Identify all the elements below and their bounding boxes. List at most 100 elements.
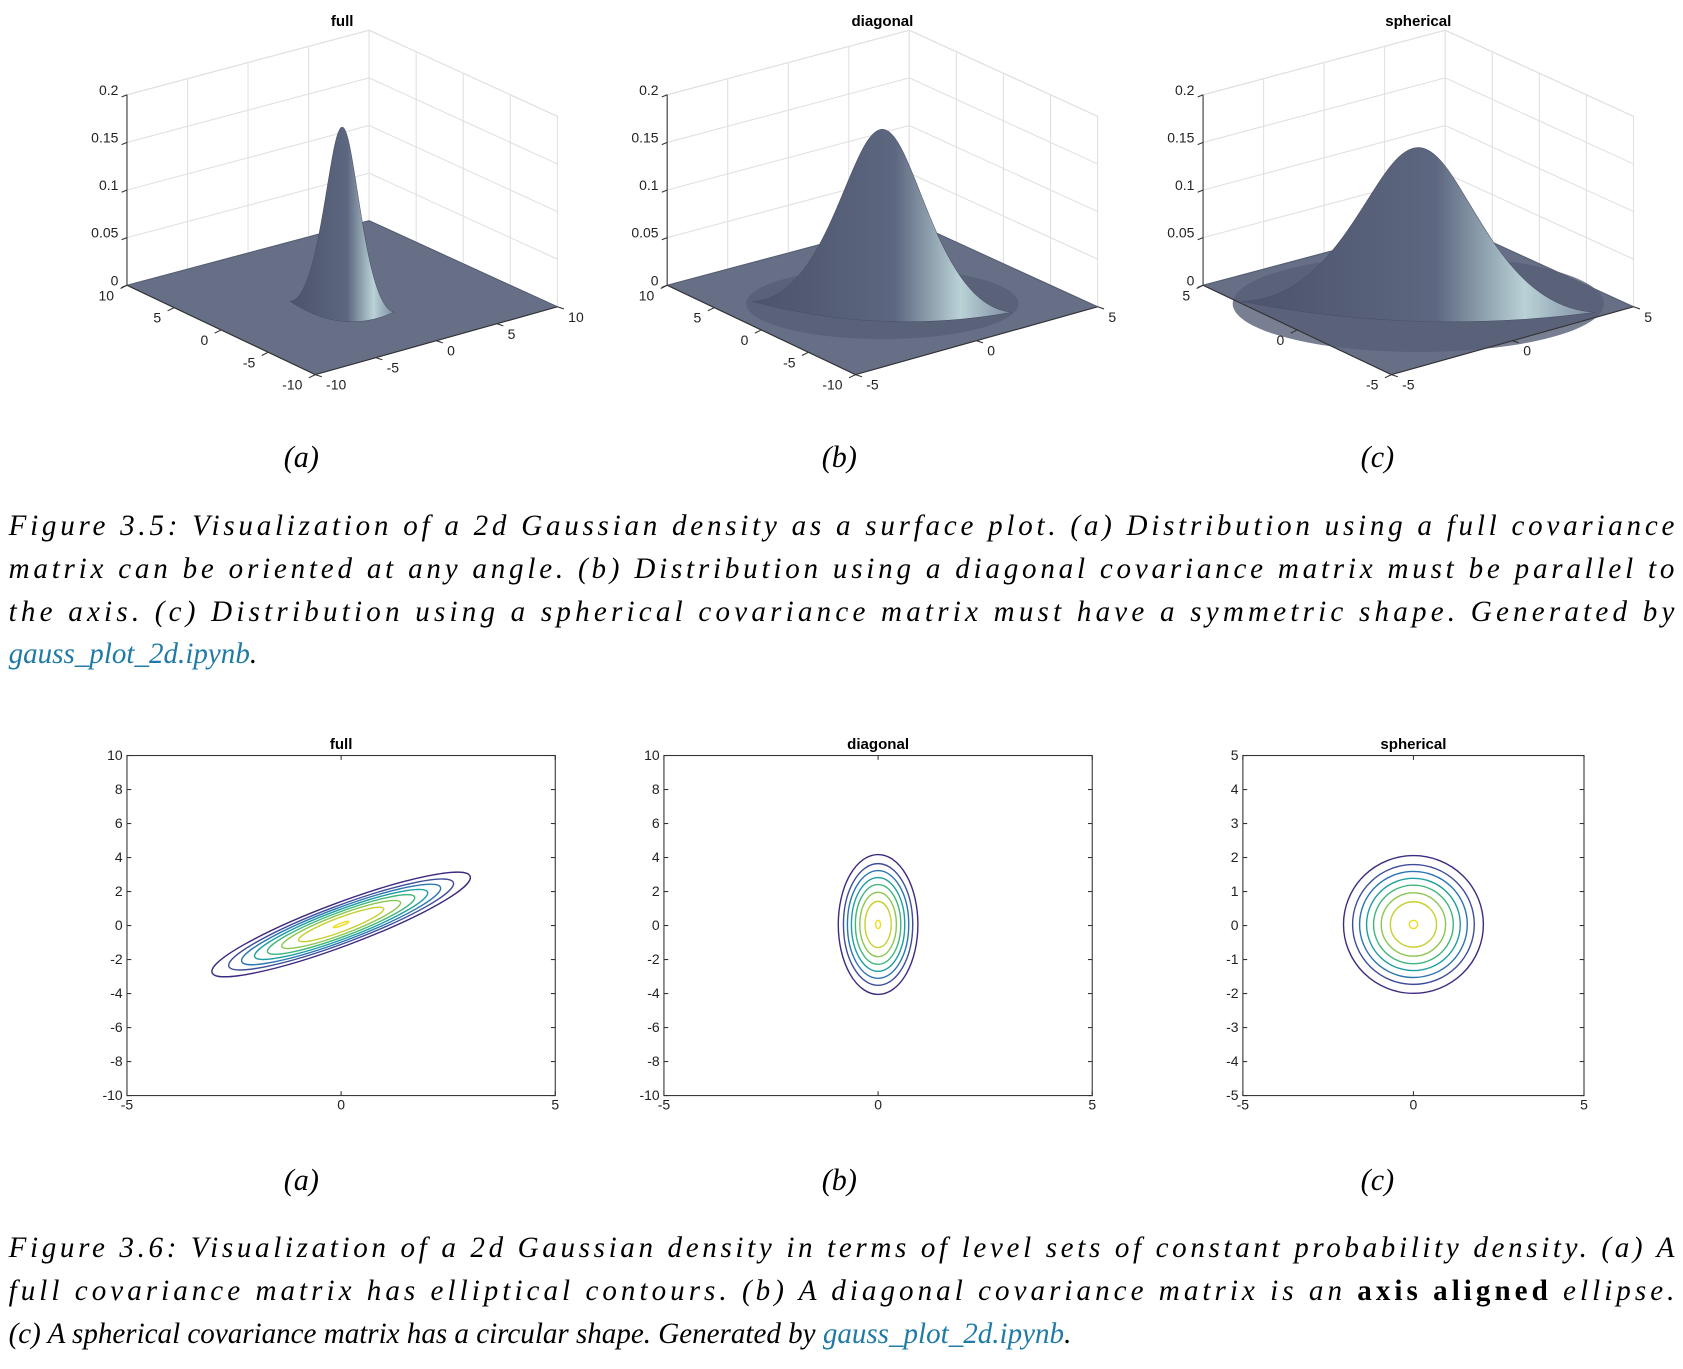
grid-line	[126, 77, 370, 143]
x-tick-label: 0	[200, 332, 208, 348]
y-tick-label: -4	[647, 985, 660, 1001]
contour	[1372, 884, 1455, 965]
y-tick-label: 8	[652, 781, 660, 797]
tick-mark	[661, 94, 668, 98]
tick-mark	[167, 307, 175, 312]
x-tick-label: 5	[551, 1097, 559, 1113]
z-tick-label: 0.2	[639, 82, 659, 98]
tick-mark	[1391, 374, 1399, 378]
contour	[1342, 854, 1485, 995]
tick-mark	[660, 284, 668, 289]
x-tick-label: 0	[337, 1097, 345, 1113]
y-tick-label: -2	[647, 951, 660, 967]
tick-mark	[308, 374, 316, 379]
z-tick-label: 0.05	[91, 225, 118, 241]
z-tick-label: 0.1	[1175, 177, 1195, 193]
y-tick-label: -5	[387, 360, 400, 376]
tick-mark	[375, 357, 383, 361]
contour	[837, 853, 919, 996]
y-tick-label: -6	[110, 1019, 123, 1035]
grid-line	[1444, 172, 1634, 260]
contour	[1358, 870, 1468, 979]
contour	[874, 919, 882, 930]
x-tick-label: 0	[741, 332, 749, 348]
tick-mark	[1512, 340, 1520, 344]
tick-mark	[261, 351, 269, 356]
contour	[332, 920, 350, 929]
tick-mark	[976, 340, 984, 344]
contour	[1389, 901, 1438, 948]
y-tick-label: 3	[1231, 815, 1239, 831]
tick-mark	[121, 94, 128, 98]
tick-mark	[1290, 329, 1298, 334]
grid-line	[1444, 124, 1634, 213]
subcaption: (b)	[822, 440, 857, 474]
notebook-link[interactable]: gauss_plot_2d.ipynb	[9, 638, 250, 670]
y-tick-label: 5	[1644, 309, 1652, 325]
surface-peak	[752, 128, 1013, 323]
contour	[240, 883, 442, 966]
y-tick-label: 6	[652, 815, 660, 831]
x-tick-label: -5	[1366, 377, 1379, 393]
contour	[864, 900, 892, 949]
plot-frame	[1242, 754, 1585, 1097]
y-tick-label: 0	[987, 343, 995, 359]
caption-text: Figure 3.5: Visualization of a 2d Gaussi…	[8, 510, 1675, 542]
x-tick-label: -5	[121, 1097, 134, 1113]
y-tick-label: -8	[647, 1053, 660, 1069]
panel-title: full	[330, 736, 353, 753]
tick-mark	[1197, 141, 1204, 146]
caption-bold: axis aligned	[1357, 1275, 1547, 1307]
tick-mark	[1197, 94, 1204, 98]
notebook-link[interactable]: gauss_plot_2d.ipynb	[823, 1318, 1064, 1350]
caption-line: Figure 3.5: Visualization of a 2d Gaussi…	[8, 510, 1675, 542]
z-tick-label: 0	[651, 272, 659, 288]
tick-mark	[121, 189, 128, 193]
contour	[1365, 877, 1462, 972]
grid-line	[1444, 29, 1634, 117]
caption-text: the axis. (c) Distribution using a spher…	[9, 596, 1675, 628]
z-tick-label: 0	[1187, 272, 1195, 288]
tick-mark	[1097, 306, 1105, 310]
tick-mark	[707, 307, 715, 312]
contour	[842, 862, 914, 987]
x-tick-label: -5	[783, 354, 796, 370]
caption-text: .	[250, 638, 257, 670]
tick-mark	[661, 141, 668, 146]
z-tick-label: 0.15	[91, 129, 118, 145]
caption-line: gauss_plot_2d.ipynb.	[9, 638, 258, 670]
contour	[1351, 863, 1475, 986]
grid-line	[909, 29, 1098, 117]
contour	[1408, 919, 1419, 930]
y-tick-label: 10	[568, 309, 584, 325]
tick-mark	[496, 323, 504, 327]
y-tick-label: 8	[115, 781, 123, 797]
caption-text: matrix can be oriented at any angle. (b)…	[9, 553, 1675, 585]
caption-line: (c) A spherical covariance matrix has a …	[9, 1318, 1072, 1350]
x-tick-label: -5	[1237, 1097, 1250, 1113]
y-tick-label: 1	[1231, 883, 1239, 899]
z-tick-label: 0.1	[639, 177, 659, 193]
z-tick-label: 0.2	[99, 82, 119, 98]
surface-peak	[289, 126, 396, 322]
subcaption: (c)	[1361, 440, 1394, 474]
grid-line	[909, 77, 1098, 165]
caption-line: full covariance matrix has elliptical co…	[9, 1275, 1675, 1307]
y-tick-label: -10	[326, 377, 346, 393]
y-tick-label: -5	[1402, 377, 1415, 393]
x-tick-label: 5	[1182, 287, 1190, 303]
caption-line: the axis. (c) Distribution using a spher…	[9, 596, 1675, 628]
caption-text: .	[1064, 1318, 1071, 1350]
z-tick-label: 0.1	[99, 177, 119, 193]
tick-mark	[557, 306, 565, 310]
y-tick-label: 10	[107, 747, 123, 763]
surface-peak	[1240, 147, 1596, 323]
y-tick-label: 6	[115, 815, 123, 831]
x-tick-label: 5	[1580, 1097, 1588, 1113]
x-tick-label: 0	[1277, 332, 1285, 348]
subcaption: (c)	[1361, 1163, 1394, 1197]
y-tick-label: -10	[639, 1087, 659, 1103]
z-tick-label: 0.15	[1167, 129, 1194, 145]
subcaption: (b)	[822, 1163, 857, 1197]
grid-line	[368, 77, 558, 165]
